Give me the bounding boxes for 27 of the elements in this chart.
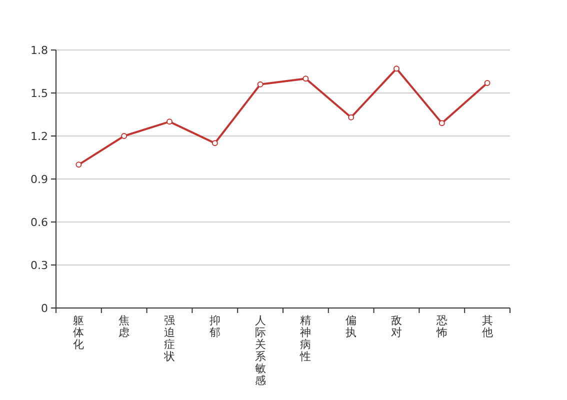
point [257,81,264,88]
point [302,76,309,82]
point [394,66,400,72]
x-tick-label: 恐怖 [435,314,448,339]
point [121,133,128,139]
y-tick-label: 0 [41,302,48,315]
x-tick-label: 其他 [482,314,493,339]
x-tick-label: 抑郁 [209,314,220,339]
x-tick-label: 精神病性 [299,314,312,363]
x-tick-label: 躯体化 [73,314,84,351]
x-tick-label: 强迫症状 [163,314,175,363]
x-tick-label: 焦虑 [118,314,130,339]
point [212,140,218,146]
y-tick-label: 0.6 [30,216,48,229]
point [438,120,445,126]
y-tick-label: 1.8 [30,44,48,57]
x-tick-label: 敌对 [391,314,402,339]
y-tick-label: 0.9 [30,172,48,186]
x-tick-label: 人际关系敏感 [254,314,266,387]
point [348,114,354,120]
x-tick-label: 偏执 [346,314,357,339]
point [76,162,82,168]
point [166,118,172,125]
y-tick-label: 0.3 [30,258,48,272]
y-tick-label: 1.2 [30,130,48,143]
point [484,80,490,86]
y-tick-label: 1.5 [30,86,48,100]
